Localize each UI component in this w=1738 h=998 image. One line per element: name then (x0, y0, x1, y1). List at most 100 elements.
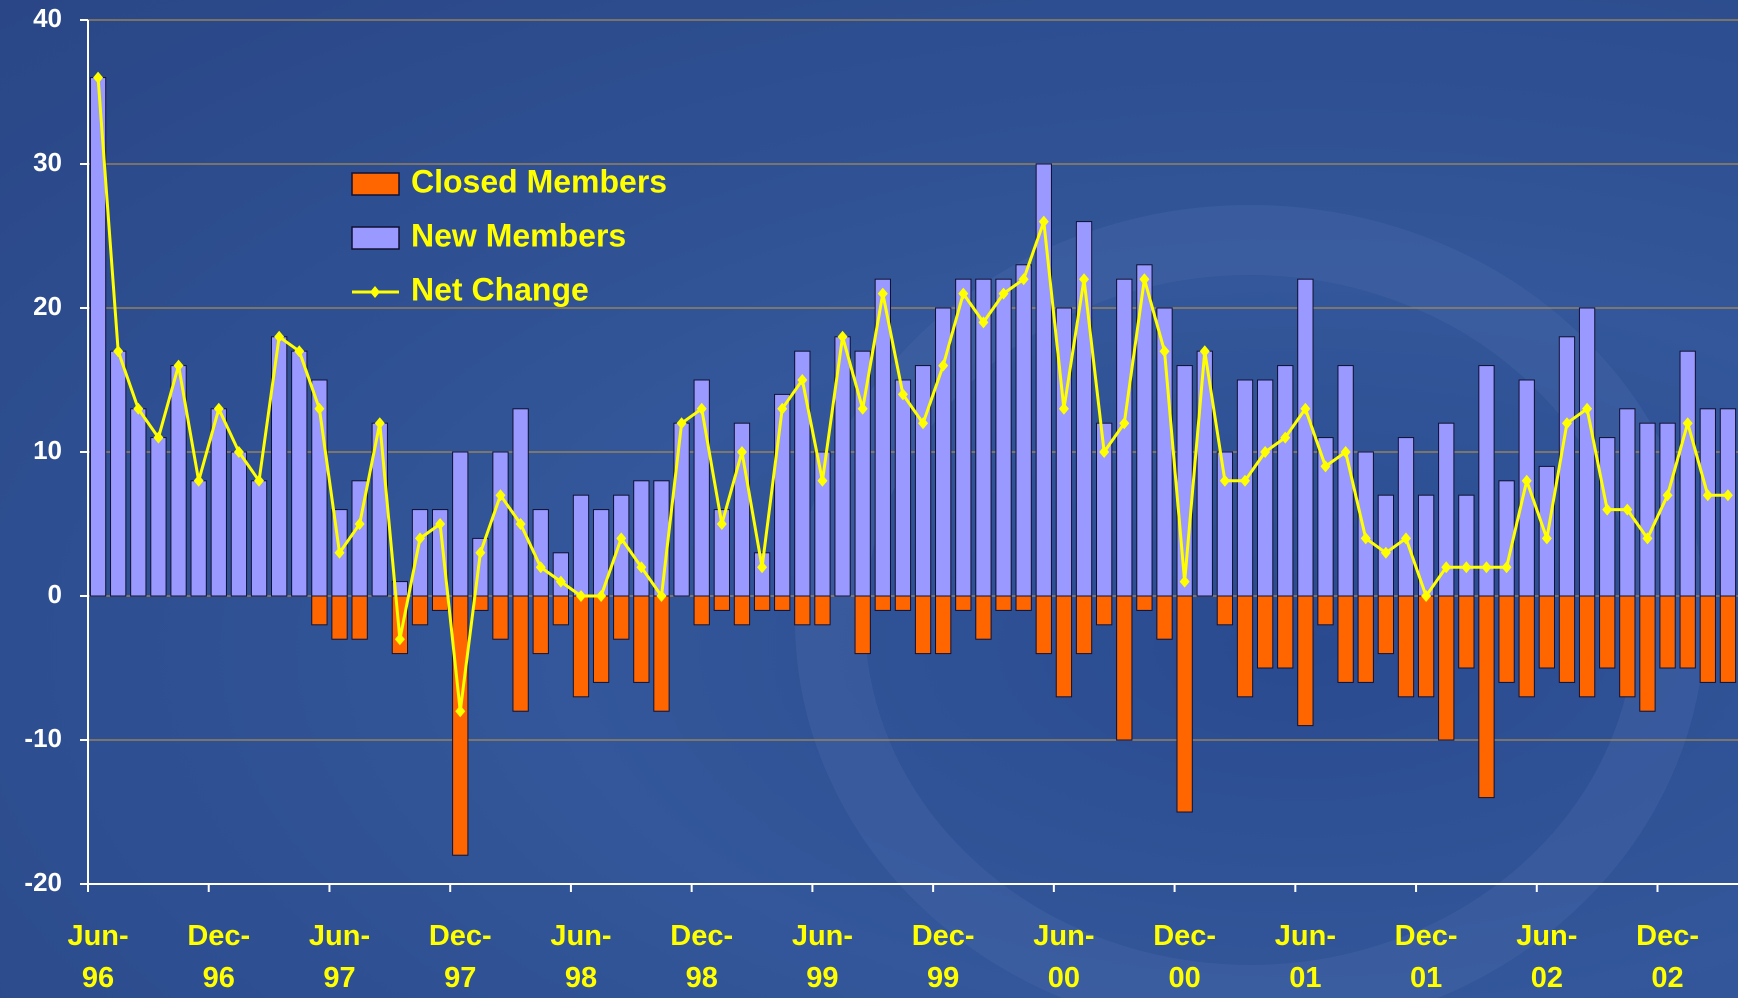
plot: -20-10010203040Closed MembersNew Members… (0, 0, 1738, 998)
bar (1519, 380, 1534, 596)
bar (1378, 495, 1393, 596)
bar (453, 596, 468, 855)
bar (1680, 351, 1695, 596)
bar (614, 596, 629, 639)
bar (1559, 596, 1574, 682)
bar (111, 351, 126, 596)
x-tick-label: Dec-98 (662, 915, 742, 998)
bar (432, 596, 447, 610)
chart: -20-10010203040Closed MembersNew Members… (0, 0, 1738, 998)
bar (533, 596, 548, 654)
bar (996, 279, 1011, 596)
bar (1137, 596, 1152, 610)
bar (1237, 596, 1252, 697)
bar (855, 596, 870, 654)
bar (1318, 596, 1333, 625)
bar (412, 596, 427, 625)
bar (1378, 596, 1393, 654)
bar (453, 452, 468, 596)
bar (1539, 596, 1554, 668)
bar (1217, 596, 1232, 625)
bar (131, 409, 146, 596)
bar (211, 409, 226, 596)
bar (593, 596, 608, 682)
bar (915, 596, 930, 654)
bar (1076, 596, 1091, 654)
bar (412, 510, 427, 596)
bar (493, 596, 508, 639)
y-tick-label: 10 (33, 435, 62, 465)
bar (1358, 452, 1373, 596)
bar (1398, 596, 1413, 697)
y-tick-label: 0 (48, 579, 62, 609)
x-tick-label: Dec-96 (179, 915, 259, 998)
bar (1459, 495, 1474, 596)
x-tick-label: Jun-96 (58, 915, 138, 998)
bar (1579, 596, 1594, 697)
bar (634, 481, 649, 596)
legend-label: Closed Members (411, 163, 667, 199)
bar (1700, 409, 1715, 596)
bar (1720, 409, 1735, 596)
x-tick-label: Jun-99 (782, 915, 862, 998)
bar (956, 279, 971, 596)
bar (292, 351, 307, 596)
x-tick-label: Jun-02 (1507, 915, 1587, 998)
bar (1157, 596, 1172, 639)
bar (775, 394, 790, 596)
bar (895, 596, 910, 610)
bar (1036, 596, 1051, 654)
bar (312, 596, 327, 625)
bar (231, 452, 246, 596)
bar (1640, 596, 1655, 711)
bar (1358, 596, 1373, 682)
x-tick-label: Dec-01 (1386, 915, 1466, 998)
bar (1338, 596, 1353, 682)
legend-swatch (352, 227, 399, 249)
legend-swatch (352, 173, 399, 195)
bar (1016, 265, 1031, 596)
x-tick-label: Dec-97 (420, 915, 500, 998)
bar (1600, 438, 1615, 596)
bar (1720, 596, 1735, 682)
bar (714, 596, 729, 610)
bar (915, 366, 930, 596)
bar (1418, 596, 1433, 697)
bar (694, 596, 709, 625)
bar (976, 596, 991, 639)
y-tick-label: -10 (24, 723, 62, 753)
legend-label: New Members (411, 217, 626, 253)
bar (1298, 279, 1313, 596)
bar (1620, 409, 1635, 596)
bar (1459, 596, 1474, 668)
x-tick-label: Jun-01 (1265, 915, 1345, 998)
bar (734, 596, 749, 625)
bar (332, 596, 347, 639)
bar (1177, 366, 1192, 596)
bar (1257, 380, 1272, 596)
bar (1177, 596, 1192, 812)
bar (1298, 596, 1313, 726)
bar (1620, 596, 1635, 697)
legend-marker (370, 286, 380, 298)
bar (936, 596, 951, 654)
bar (674, 423, 689, 596)
bar (1680, 596, 1695, 668)
bar (754, 596, 769, 610)
bar (795, 596, 810, 625)
bar (996, 596, 1011, 610)
bar (573, 495, 588, 596)
bar (1016, 596, 1031, 610)
bar (895, 380, 910, 596)
bar (553, 553, 568, 596)
legend-label: Net Change (411, 271, 589, 307)
bar (513, 409, 528, 596)
x-tick-label: Dec-02 (1628, 915, 1708, 998)
bar (1398, 438, 1413, 596)
y-tick-label: 40 (33, 3, 62, 33)
bar (634, 596, 649, 682)
bar (1278, 366, 1293, 596)
bar (1056, 596, 1071, 697)
x-tick-label: Jun-97 (300, 915, 380, 998)
bar (1117, 596, 1132, 740)
